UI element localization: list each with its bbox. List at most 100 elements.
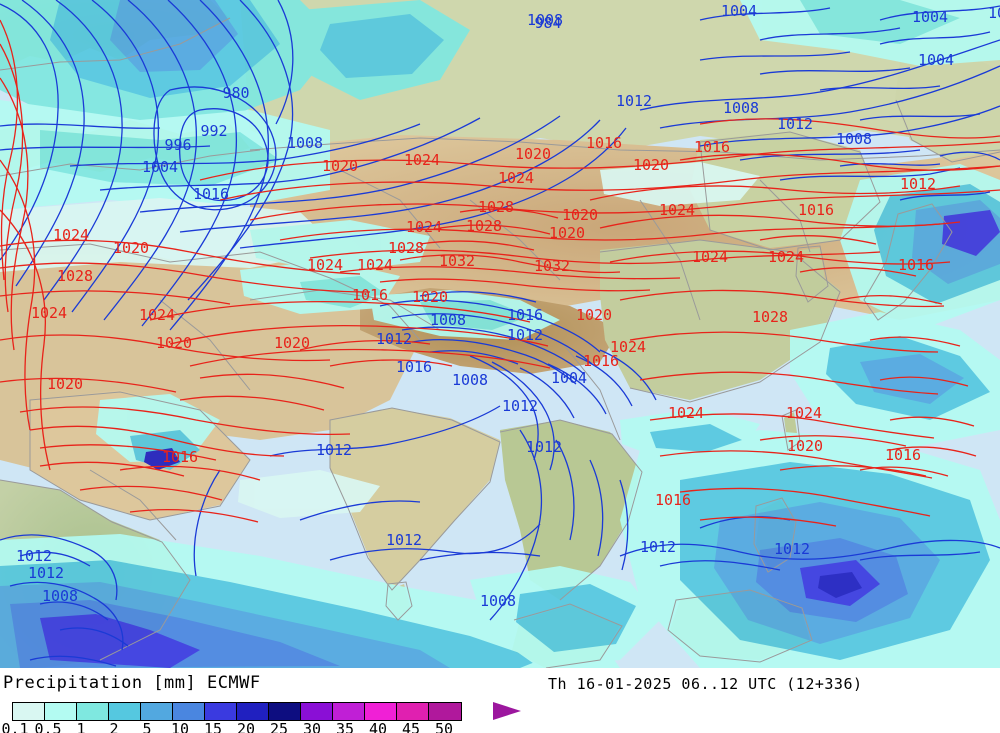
isobar-label-1012: 1012 — [316, 441, 352, 459]
colorbar-segment-20 — [237, 703, 269, 720]
isobar-label-984: 984 — [534, 14, 561, 32]
isobar-label-1004: 1004 — [142, 158, 178, 176]
isobar-label-1012: 1012 — [777, 115, 813, 133]
isobar-label-1008: 1008 — [452, 371, 488, 389]
contour-label-group: 9841008100410041004100498099299610041008… — [16, 2, 1000, 610]
isobar-label-1024: 1024 — [768, 248, 804, 266]
colorbar-tick-1: 1 — [76, 720, 86, 733]
isobar-label-1008: 1008 — [836, 130, 872, 148]
isobar-label-1004: 1004 — [988, 4, 1000, 22]
isobar-label-1016: 1016 — [396, 358, 432, 376]
isobar-label-1008: 1008 — [430, 311, 466, 329]
isobar-label-1012: 1012 — [900, 175, 936, 193]
isobar-label-1020: 1020 — [113, 239, 149, 257]
isobar-label-1020: 1020 — [515, 145, 551, 163]
land-india — [330, 408, 500, 590]
colorbar-tick-2: 2 — [109, 720, 119, 733]
land-korea — [798, 248, 826, 300]
isobar-label-1024: 1024 — [786, 404, 822, 422]
isobar-label-1004: 1004 — [912, 8, 948, 26]
colorbar-tick-0.5: 0.5 — [34, 720, 62, 733]
colorbar-segment-2 — [109, 703, 141, 720]
colorbar-tick-25: 25 — [269, 720, 289, 733]
colorbar-tick-15: 15 — [203, 720, 223, 733]
isobar-label-1020: 1020 — [562, 206, 598, 224]
isobar-label-1012: 1012 — [386, 531, 422, 549]
isobar-label-1004: 1004 — [721, 2, 757, 20]
isobar-label-1020: 1020 — [549, 224, 585, 242]
colorbar-tick-labels: 0.1 0.5 1 2 5 10 15 20 25 30 35 40 45 50 — [0, 720, 520, 733]
isobar-label-996: 996 — [164, 136, 191, 154]
colorbar-segment-30 — [301, 703, 333, 720]
isobar-label-1016: 1016 — [885, 446, 921, 464]
isobar-label-1016: 1016 — [898, 256, 934, 274]
colorbar-tick-5: 5 — [142, 720, 152, 733]
isobar-label-1012: 1012 — [502, 397, 538, 415]
isobar-label-1028: 1028 — [388, 239, 424, 257]
isobar-label-1020: 1020 — [633, 156, 669, 174]
isobar-label-1008: 1008 — [287, 134, 323, 152]
isobar-label-1032: 1032 — [534, 257, 570, 275]
isobar-label-1020: 1020 — [274, 334, 310, 352]
isobar-label-1020: 1020 — [576, 306, 612, 324]
isobar-label-1012: 1012 — [16, 547, 52, 565]
isobar-label-1028: 1028 — [466, 217, 502, 235]
isobar-label-980: 980 — [222, 84, 249, 102]
precipitation-map[interactable]: 9841008100410041004100498099299610041008… — [0, 0, 1000, 668]
colorbar-segment-35 — [333, 703, 365, 720]
isobar-label-1016: 1016 — [583, 352, 619, 370]
isobar-label-1024: 1024 — [139, 306, 175, 324]
isobar-label-1024: 1024 — [668, 404, 704, 422]
colorbar-segment-10 — [173, 703, 205, 720]
isobar-label-1028: 1028 — [57, 267, 93, 285]
isobar-label-1004: 1004 — [918, 51, 954, 69]
isobar-label-1008: 1008 — [480, 592, 516, 610]
colorbar-segment-0.5 — [45, 703, 77, 720]
colorbar-overflow-arrow-icon — [493, 702, 521, 720]
isobar-label-1024: 1024 — [692, 248, 728, 266]
colorbar-segment-0.1 — [13, 703, 45, 720]
isobar-label-1016: 1016 — [162, 448, 198, 466]
isobar-label-1008: 1008 — [527, 11, 563, 29]
isobar-label-1024: 1024 — [53, 226, 89, 244]
isobar-label-1016: 1016 — [193, 185, 229, 203]
isobar-label-1008: 1008 — [42, 587, 78, 605]
colorbar-segment-15 — [205, 703, 237, 720]
isobar-label-1024: 1024 — [404, 151, 440, 169]
colorbar-segment-40 — [365, 703, 397, 720]
isobar-label-1024: 1024 — [357, 256, 393, 274]
isobar-label-1016: 1016 — [507, 306, 543, 324]
isobar-label-1004: 1004 — [551, 369, 587, 387]
precipitation-colorbar[interactable] — [12, 702, 462, 721]
land-china — [600, 240, 840, 400]
isobar-label-1016: 1016 — [694, 138, 730, 156]
colorbar-tick-45: 45 — [401, 720, 421, 733]
colorbar-segment-5 — [141, 703, 173, 720]
isobar-label-1024: 1024 — [406, 218, 442, 236]
isobar-label-1016: 1016 — [798, 201, 834, 219]
isobar-label-1012: 1012 — [616, 92, 652, 110]
isobar-label-1012: 1012 — [526, 438, 562, 456]
isobar-label-1008: 1008 — [723, 99, 759, 117]
isobar-label-1012: 1012 — [28, 564, 64, 582]
isobar-label-1016: 1016 — [586, 134, 622, 152]
isobar-label-1028: 1028 — [752, 308, 788, 326]
legend-footer: Precipitation [mm] ECMWF Th 16-01-2025 0… — [0, 668, 1000, 733]
isobar-high-group — [0, 19, 1000, 527]
isobar-label-1024: 1024 — [610, 338, 646, 356]
colorbar-segment-50 — [429, 703, 461, 720]
colorbar-segment-1 — [77, 703, 109, 720]
coastline-border-group — [0, 17, 1000, 668]
isobar-label-1020: 1020 — [787, 437, 823, 455]
isobar-label-1012: 1012 — [376, 330, 412, 348]
isobar-label-1028: 1028 — [478, 198, 514, 216]
isobar-label-1024: 1024 — [659, 201, 695, 219]
isobar-label-1020: 1020 — [412, 288, 448, 306]
legend-title: Precipitation [mm] ECMWF — [3, 673, 261, 693]
isobar-label-1032: 1032 — [439, 252, 475, 270]
isobar-label-1024: 1024 — [31, 304, 67, 322]
colorbar-segment-25 — [269, 703, 301, 720]
colorbar-tick-20: 20 — [236, 720, 256, 733]
isobar-label-1020: 1020 — [322, 157, 358, 175]
